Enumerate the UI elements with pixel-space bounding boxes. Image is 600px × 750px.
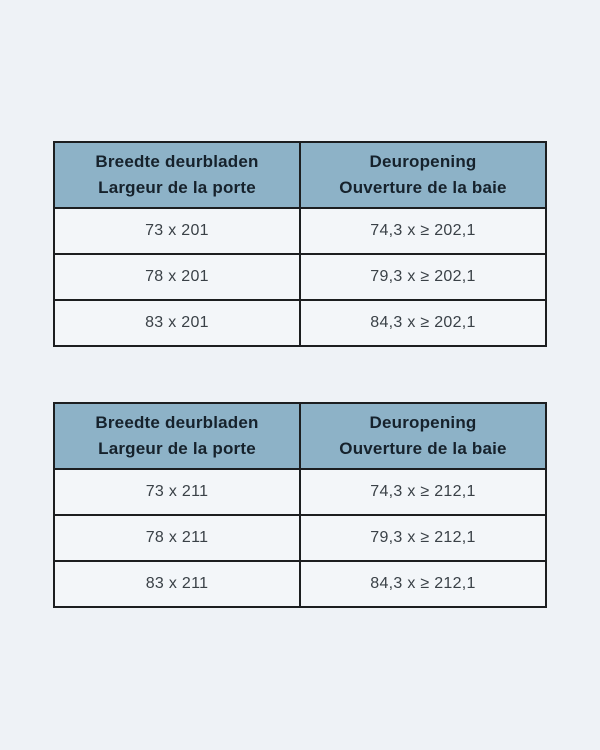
cell-door-size: 78 x 201	[53, 253, 301, 301]
table-row: 83 x 201 84,3 x ≥ 202,1	[53, 299, 547, 347]
cell-opening-size: 74,3 x ≥ 212,1	[299, 468, 547, 516]
header-door-opening: Deuropening Ouverture de la baie	[299, 402, 547, 470]
table-row: 78 x 201 79,3 x ≥ 202,1	[53, 253, 547, 301]
cell-opening-size: 79,3 x ≥ 202,1	[299, 253, 547, 301]
cell-door-size: 78 x 211	[53, 514, 301, 562]
header-line-nl: Deuropening	[369, 412, 477, 432]
cell-door-size: 83 x 201	[53, 299, 301, 347]
header-door-opening: Deuropening Ouverture de la baie	[299, 141, 547, 209]
header-line-nl: Breedte deurbladen	[95, 151, 259, 171]
header-door-leaf-width: Breedte deurbladen Largeur de la porte	[53, 141, 301, 209]
header-line-fr: Ouverture de la baie	[339, 178, 507, 197]
header-line-fr: Largeur de la porte	[98, 178, 256, 197]
cell-door-size: 73 x 211	[53, 468, 301, 516]
cell-opening-size: 84,3 x ≥ 202,1	[299, 299, 547, 347]
table-row: 73 x 211 74,3 x ≥ 212,1	[53, 468, 547, 516]
header-line-nl: Deuropening	[369, 151, 477, 171]
table-row: 73 x 201 74,3 x ≥ 202,1	[53, 207, 547, 255]
cell-opening-size: 74,3 x ≥ 202,1	[299, 207, 547, 255]
table-header-row: Breedte deurbladen Largeur de la porte D…	[53, 402, 547, 470]
table-row: 83 x 211 84,3 x ≥ 212,1	[53, 560, 547, 608]
header-line-fr: Ouverture de la baie	[339, 439, 507, 458]
cell-door-size: 83 x 211	[53, 560, 301, 608]
header-door-leaf-width: Breedte deurbladen Largeur de la porte	[53, 402, 301, 470]
door-dimensions-table-211: Breedte deurbladen Largeur de la porte D…	[53, 402, 547, 608]
door-dimensions-table-201: Breedte deurbladen Largeur de la porte D…	[53, 141, 547, 347]
header-line-fr: Largeur de la porte	[98, 439, 256, 458]
table-row: 78 x 211 79,3 x ≥ 212,1	[53, 514, 547, 562]
cell-door-size: 73 x 201	[53, 207, 301, 255]
cell-opening-size: 84,3 x ≥ 212,1	[299, 560, 547, 608]
table-header-row: Breedte deurbladen Largeur de la porte D…	[53, 141, 547, 209]
header-line-nl: Breedte deurbladen	[95, 412, 259, 432]
cell-opening-size: 79,3 x ≥ 212,1	[299, 514, 547, 562]
